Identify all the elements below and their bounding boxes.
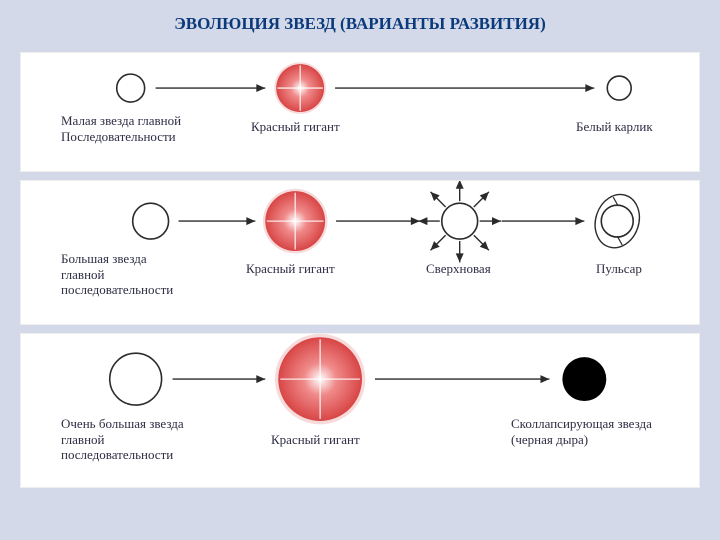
evolution-panel: Большая звездаглавнойпоследовательности К… (20, 180, 700, 325)
node-label: Красный гигант (251, 119, 340, 135)
page-title: ЭВОЛЮЦИЯ ЗВЕЗД (ВАРИАНТЫ РАЗВИТИЯ) (0, 0, 720, 44)
panels-container: Малая звезда главнойПоследовательности Кр… (0, 52, 720, 488)
node-label: Большая звездаглавнойпоследовательности (61, 251, 173, 298)
node-label: Сверхновая (426, 261, 491, 277)
evolution-panel: Малая звезда главнойПоследовательности Кр… (20, 52, 700, 172)
node-label: Сколлапсирующая звезда(черная дыра) (511, 416, 652, 447)
node-label: Белый карлик (576, 119, 653, 135)
evolution-panel: Очень большая звездаглавнойпоследователь… (20, 333, 700, 488)
node-label: Красный гигант (246, 261, 335, 277)
node-label: Пульсар (596, 261, 642, 277)
node-label: Красный гигант (271, 432, 360, 448)
node-label: Очень большая звездаглавнойпоследователь… (61, 416, 184, 463)
node-label: Малая звезда главнойПоследовательности (61, 113, 181, 144)
